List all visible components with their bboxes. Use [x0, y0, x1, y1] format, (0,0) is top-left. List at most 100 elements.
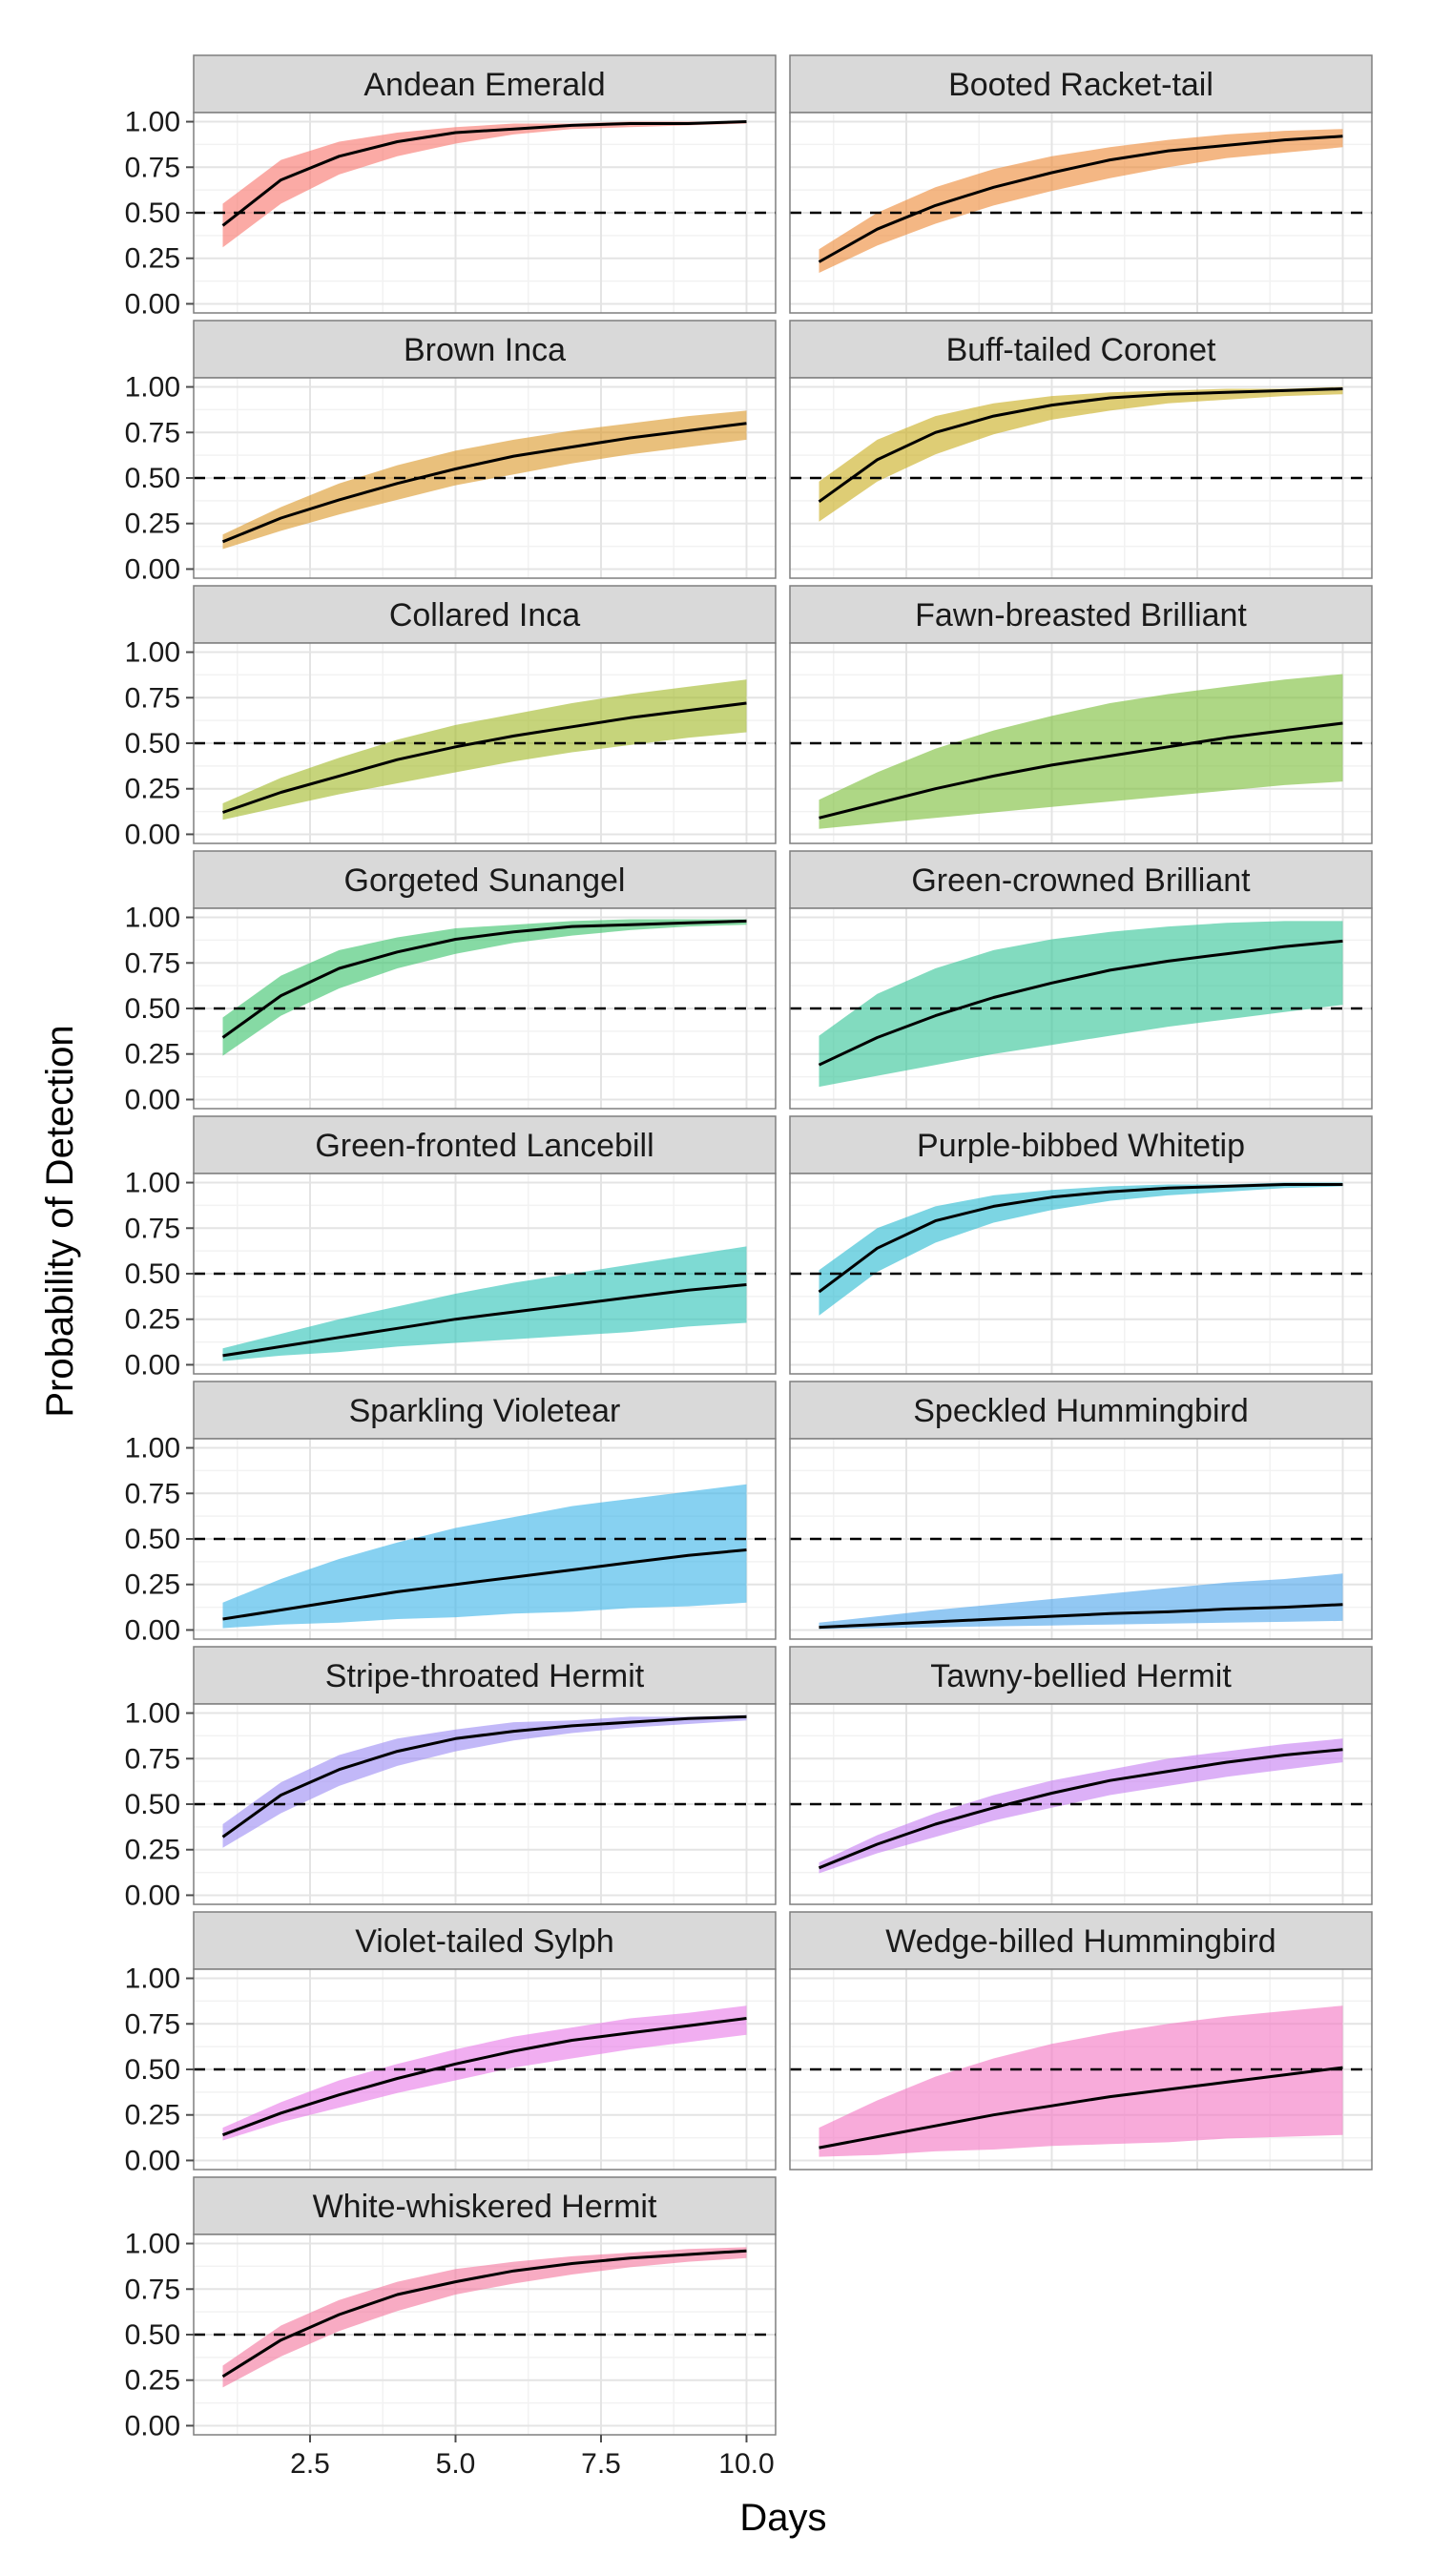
y-tick-label: 0.25	[125, 1569, 180, 1601]
facet-panel: Andean Emerald 0.00 0.25 0.50 0.75 1.00	[125, 54, 777, 320]
x-axis-title: Days	[739, 2497, 826, 2539]
series-line	[222, 1548, 747, 1621]
facet-strip-label: Violet-tailed Sylph	[355, 1923, 614, 1960]
x-tick-label: 2.5	[290, 2448, 330, 2480]
confidence-ribbon	[222, 1714, 747, 1848]
confidence-ribbon	[819, 2005, 1343, 2157]
x-tick-label: 10.0	[718, 2448, 774, 2480]
facet-panels: Andean Emerald 0.00 0.25 0.50 0.75 1.00 Booted…	[125, 54, 1373, 2480]
confidence-ribbon	[819, 129, 1343, 273]
y-tick-label: 0.75	[125, 2274, 180, 2305]
y-tick-label: 0.75	[125, 1213, 180, 1244]
confidence-ribbon	[222, 919, 747, 1056]
facet-panel: Green-fronted Lancebill 0.00 0.25 0.50 0.75 1…	[125, 1115, 777, 1381]
confidence-ribbon	[222, 679, 747, 821]
series-line	[818, 135, 1343, 263]
facet-strip-label: Purple-bibbed Whitetip	[917, 1128, 1245, 1164]
confidence-ribbon	[222, 2005, 747, 2141]
facet-strip-label: Green-crowned Brilliant	[911, 862, 1251, 899]
facet-strip	[193, 1381, 777, 1440]
y-tick-label: 0.00	[125, 288, 180, 320]
y-tick-label: 0.25	[125, 774, 180, 805]
y-tick-label: 0.50	[125, 197, 180, 229]
facet-panel: White-whiskered Hermit 0.00 0.25 0.50 0.75 1.…	[125, 2176, 777, 2480]
series-line	[221, 2249, 747, 2379]
facet-strip	[789, 850, 1373, 909]
confidence-ribbon	[819, 1738, 1343, 1874]
panel-border	[789, 642, 1373, 844]
facet-panel: Wedge-billed Hummingbird	[789, 1911, 1373, 2171]
y-tick-label: 0.00	[125, 1349, 180, 1381]
facet-panel: Green-crowned Brilliant	[789, 850, 1373, 1110]
y-tick-label: 0.00	[125, 1614, 180, 1646]
confidence-ribbon	[819, 674, 1343, 829]
facet-strip	[789, 585, 1373, 644]
facet-panel: Fawn-breasted Brilliant	[789, 585, 1373, 844]
y-tick-label: 0.00	[125, 1880, 180, 1911]
panel-border	[789, 1173, 1373, 1375]
facet-strip-label: Wedge-billed Hummingbird	[885, 1923, 1275, 1960]
facet-strip-label: Stripe-throated Hermit	[325, 1658, 645, 1694]
y-tick-label: 0.25	[125, 243, 180, 275]
y-tick-label: 0.25	[125, 1039, 180, 1070]
facet-panel: Buff-tailed Coronet	[789, 320, 1373, 579]
y-tick-label: 0.50	[125, 1524, 180, 1555]
facet-panel: Collared Inca 0.00 0.25 0.50 0.75 1.00	[125, 585, 777, 850]
facet-strip-label: Brown Inca	[404, 332, 566, 368]
series-line	[819, 2066, 1343, 2150]
series-line	[221, 1714, 747, 1839]
facet-panel: Gorgeted Sunangel 0.00 0.25 0.50 0.75 1.00	[125, 850, 777, 1115]
confidence-ribbon	[819, 386, 1343, 522]
facet-strip-label: Fawn-breasted Brilliant	[915, 597, 1247, 634]
series-line	[221, 422, 747, 544]
facet-panel: Sparkling Violetear 0.00 0.25 0.50 0.75 1.00	[125, 1381, 777, 1646]
y-tick-label: 0.25	[125, 1304, 180, 1336]
facet-strip-label: Buff-tailed Coronet	[946, 332, 1216, 368]
facet-strip	[193, 2176, 777, 2235]
facet-strip	[193, 585, 777, 644]
confidence-ribbon	[222, 1484, 747, 1629]
y-tick-label: 0.50	[125, 993, 180, 1025]
series-line	[818, 387, 1343, 504]
y-tick-label: 1.00	[125, 1963, 180, 1995]
series-line	[221, 919, 747, 1039]
y-tick-label: 1.00	[125, 107, 180, 138]
series-line	[818, 1183, 1343, 1294]
confidence-ribbon	[222, 410, 747, 550]
y-tick-label: 0.25	[125, 1835, 180, 1866]
facet-strip-label: Gorgeted Sunangel	[344, 862, 626, 899]
facet-panel: Purple-bibbed Whitetip	[789, 1115, 1373, 1375]
facet-panel: Brown Inca 0.00 0.25 0.50 0.75 1.00	[125, 320, 777, 585]
series-line	[819, 721, 1343, 820]
facet-strip-label: Speckled Hummingbird	[913, 1393, 1249, 1429]
panel-border	[789, 1968, 1373, 2171]
y-tick-label: 0.25	[125, 2100, 180, 2131]
x-tick-label: 5.0	[436, 2448, 476, 2480]
y-tick-label: 0.75	[125, 152, 180, 183]
panel-border	[789, 112, 1373, 314]
facet-strip	[193, 850, 777, 909]
facet-strip	[193, 1646, 777, 1705]
panel-border	[789, 1703, 1373, 1905]
y-tick-label: 1.00	[125, 1168, 180, 1199]
y-tick-label: 0.75	[125, 417, 180, 448]
y-tick-label: 0.50	[125, 2054, 180, 2086]
panel-border	[789, 377, 1373, 579]
facet-strip	[193, 1911, 777, 1970]
panel-border	[789, 907, 1373, 1110]
y-tick-label: 0.00	[125, 819, 180, 850]
confidence-ribbon	[819, 1573, 1343, 1630]
facet-strip	[789, 1115, 1373, 1174]
series-line	[222, 701, 747, 814]
facet-strip-label: Sparkling Violetear	[349, 1393, 621, 1429]
y-tick-label: 0.50	[125, 728, 180, 759]
facet-strip	[789, 320, 1373, 379]
y-tick-label: 0.25	[125, 509, 180, 540]
y-tick-label: 0.75	[125, 2008, 180, 2040]
y-tick-label: 1.00	[125, 2229, 180, 2260]
y-tick-label: 0.50	[125, 1258, 180, 1290]
y-tick-label: 0.00	[125, 1084, 180, 1115]
series-line	[221, 120, 747, 227]
facet-strip-label: Booted Racket-tail	[948, 67, 1213, 103]
